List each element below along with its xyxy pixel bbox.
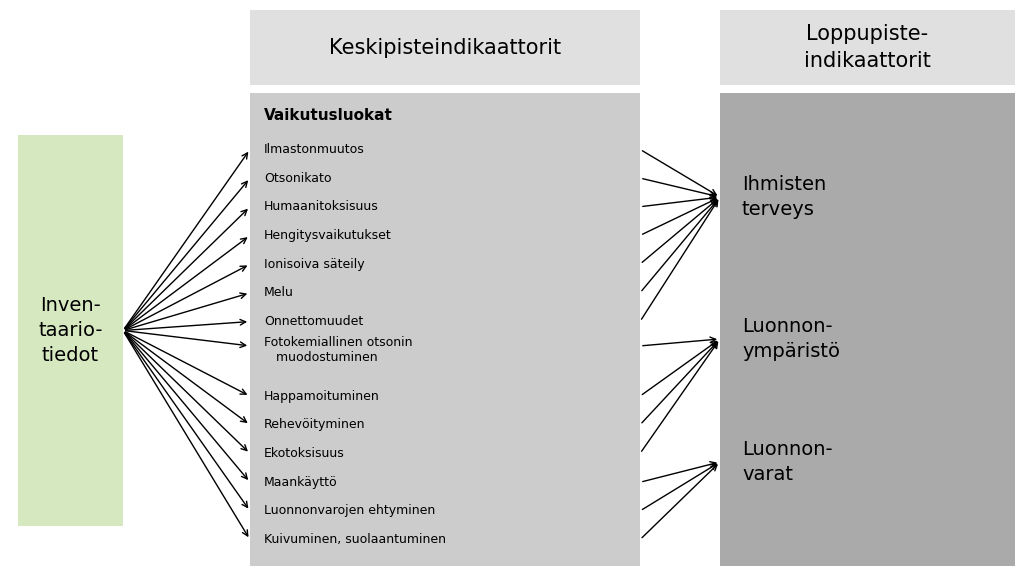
Bar	[720, 93, 1015, 566]
Text: Humaanitoksisuus: Humaanitoksisuus	[264, 200, 379, 213]
Text: Fotokemiallinen otsonin
   muodostuminen: Fotokemiallinen otsonin muodostuminen	[264, 336, 413, 364]
Bar	[250, 93, 640, 566]
Text: Otsonikato: Otsonikato	[264, 172, 332, 185]
Bar	[720, 10, 1015, 85]
Text: Hengitysvaikutukset: Hengitysvaikutukset	[264, 229, 392, 242]
Bar	[250, 10, 640, 85]
Text: Kuivuminen, suolaantuminen: Kuivuminen, suolaantuminen	[264, 533, 446, 546]
Text: Rehevöityminen: Rehevöityminen	[264, 418, 366, 431]
Text: Loppupiste-
indikaattorit: Loppupiste- indikaattorit	[804, 24, 931, 71]
Bar	[18, 135, 123, 526]
Text: Ekotoksisuus: Ekotoksisuus	[264, 447, 345, 460]
Text: Inven-
taario-
tiedot: Inven- taario- tiedot	[38, 296, 102, 365]
Text: Ihmisten
terveys: Ihmisten terveys	[742, 175, 826, 219]
Text: Melu: Melu	[264, 287, 294, 299]
Text: Onnettomuudet: Onnettomuudet	[264, 315, 364, 328]
Text: Luonnon-
ympäristö: Luonnon- ympäristö	[742, 318, 840, 360]
Text: Happamoituminen: Happamoituminen	[264, 390, 380, 403]
Text: Luonnon-
varat: Luonnon- varat	[742, 440, 833, 483]
Text: Luonnonvarojen ehtyminen: Luonnonvarojen ehtyminen	[264, 505, 435, 517]
Text: Vaikutusluokat: Vaikutusluokat	[264, 107, 393, 122]
Text: Ionisoiva säteily: Ionisoiva säteily	[264, 258, 365, 271]
Text: Keskipisteindikaattorit: Keskipisteindikaattorit	[329, 38, 561, 57]
Text: Maankäyttö: Maankäyttö	[264, 476, 338, 489]
Text: Ilmastonmuutos: Ilmastonmuutos	[264, 143, 365, 156]
